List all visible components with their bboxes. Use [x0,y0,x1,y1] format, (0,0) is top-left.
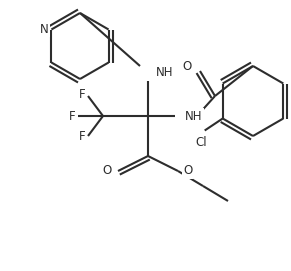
Text: O: O [183,164,192,178]
Text: NH: NH [185,109,203,122]
Text: F: F [79,88,86,101]
Text: O: O [103,164,112,178]
Text: F: F [79,130,86,143]
Text: Cl: Cl [195,136,207,149]
Text: NH: NH [156,66,173,79]
Text: F: F [69,109,76,122]
Text: O: O [183,60,192,73]
Text: N: N [40,23,48,36]
